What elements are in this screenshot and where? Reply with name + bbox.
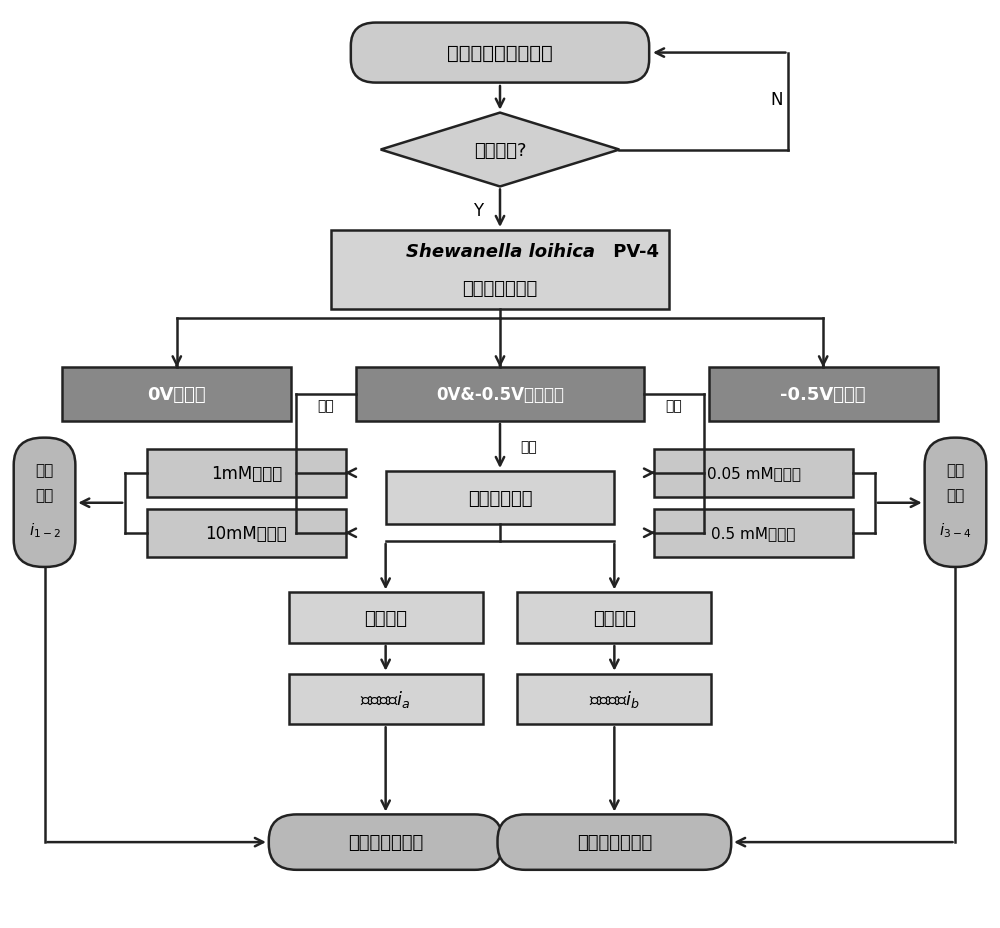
Text: 检测: 检测 [318,399,334,413]
Text: 启动完成?: 启动完成? [474,141,526,160]
FancyBboxPatch shape [14,438,75,567]
FancyBboxPatch shape [62,368,291,421]
Text: 反向: 反向 [946,463,965,478]
Text: PV-4: PV-4 [607,243,659,261]
Text: 0.05 mM硝酸钠: 0.05 mM硝酸钠 [707,466,801,481]
Text: N: N [770,91,783,109]
Text: 10mM乳酸钠: 10mM乳酸钠 [206,524,287,542]
Text: Y: Y [473,201,483,219]
Text: 0.5 mM硝酸钠: 0.5 mM硝酸钠 [711,525,796,541]
Text: 检测: 检测 [666,399,682,413]
Text: 构建生物电化学系统: 构建生物电化学系统 [447,44,553,63]
Text: 检测: 检测 [520,440,537,454]
Text: Shewanella loihica: Shewanella loihica [406,243,594,261]
FancyBboxPatch shape [498,815,731,870]
FancyBboxPatch shape [654,449,853,497]
FancyBboxPatch shape [517,674,711,725]
Text: 生物电化学系统: 生物电化学系统 [462,279,538,298]
FancyBboxPatch shape [925,438,986,567]
Text: 水体硝态氮含量: 水体硝态氮含量 [577,833,652,851]
Text: 产电性能: 产电性能 [364,609,407,627]
FancyBboxPatch shape [331,231,669,310]
Text: -0.5V恒电势: -0.5V恒电势 [780,386,866,404]
Text: 亲电性能: 亲电性能 [593,609,636,627]
Text: 实际水体水样: 实际水体水样 [468,489,532,507]
FancyBboxPatch shape [289,593,483,643]
Text: 电流: 电流 [946,488,965,503]
Text: 水体生化需氧量: 水体生化需氧量 [348,833,423,851]
FancyBboxPatch shape [654,509,853,557]
FancyBboxPatch shape [356,368,644,421]
Polygon shape [381,113,619,187]
Text: 正向: 正向 [35,463,54,478]
FancyBboxPatch shape [289,674,483,725]
Text: 电流: 电流 [35,488,54,503]
Text: 反向电流$i_b$: 反向电流$i_b$ [589,689,640,710]
FancyBboxPatch shape [386,471,614,525]
Text: 0V恒电势: 0V恒电势 [147,386,206,404]
Text: 0V&-0.5V阶跃电势: 0V&-0.5V阶跃电势 [436,386,564,404]
FancyBboxPatch shape [351,23,649,84]
FancyBboxPatch shape [147,509,346,557]
FancyBboxPatch shape [269,815,502,870]
Text: 1mM乳酸钠: 1mM乳酸钠 [211,464,282,483]
FancyBboxPatch shape [147,449,346,497]
Text: $i_{3-4}$: $i_{3-4}$ [939,522,972,540]
Text: $i_{1-2}$: $i_{1-2}$ [29,522,60,540]
FancyBboxPatch shape [709,368,938,421]
FancyBboxPatch shape [517,593,711,643]
Text: 正向电流$i_a$: 正向电流$i_a$ [360,689,411,710]
